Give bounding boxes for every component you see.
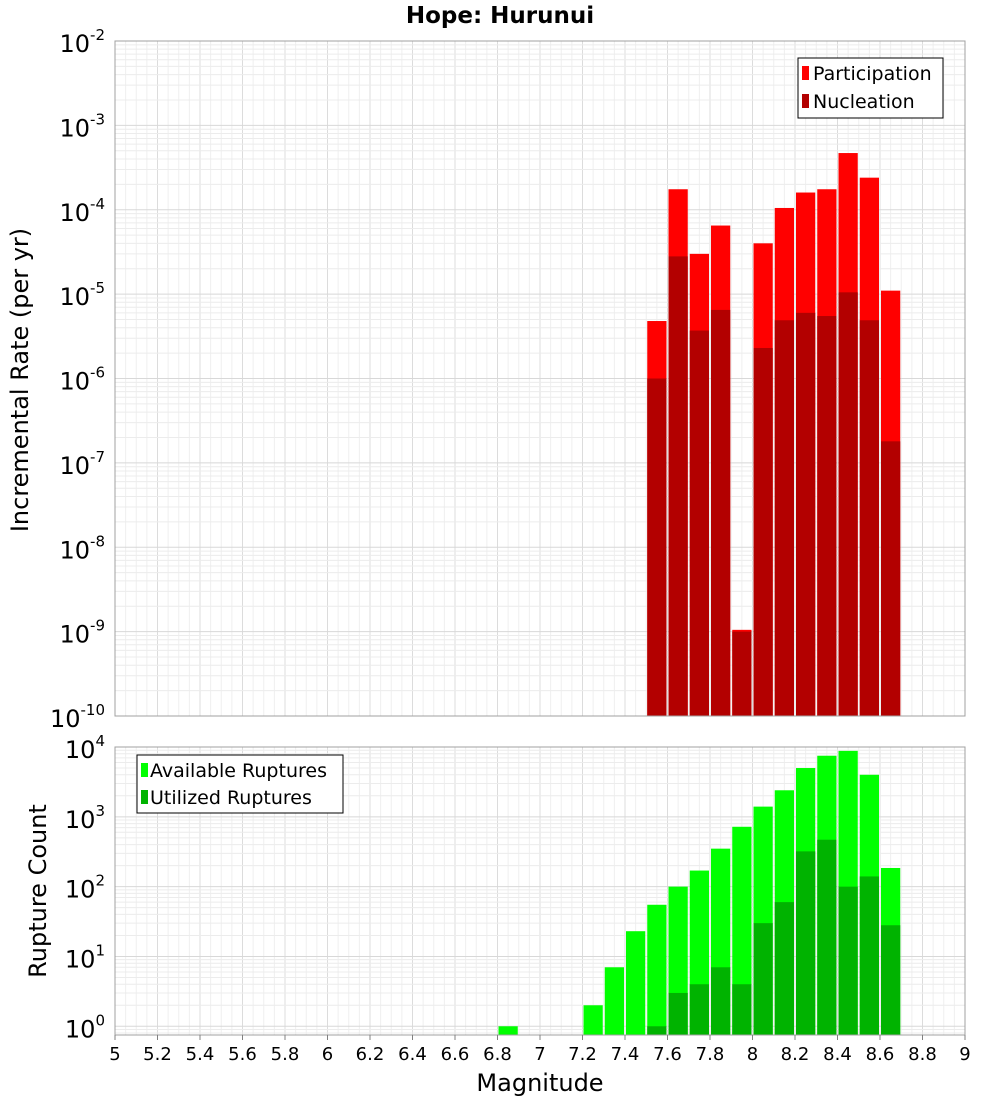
bar-available-ruptures: [583, 1005, 603, 1035]
x-tick-label: 6.6: [441, 1044, 470, 1065]
top-y-ticks: 10-10 10-9 10-8 10-7 10-6 10-5 10-4 10-3 10-2: [50, 26, 105, 733]
bar-utilized-ruptures: [859, 876, 879, 1035]
y-tick-label: 10-4: [59, 195, 105, 227]
bar-utilized-ruptures: [774, 902, 794, 1035]
y-tick-label: 100: [65, 1011, 105, 1043]
y-tick-label: 10-5: [59, 279, 105, 311]
y-tick-label: 104: [65, 732, 105, 764]
bar-nucleation: [668, 256, 688, 716]
bar-utilized-ruptures: [689, 984, 709, 1035]
x-tick-label: 5.2: [143, 1044, 172, 1065]
x-tick-label: 9: [959, 1044, 970, 1065]
x-tick-label: 8: [747, 1044, 758, 1065]
y-tick-label: 10-3: [59, 110, 105, 142]
x-tick-label: 7.2: [568, 1044, 597, 1065]
legend-utilized-swatch: [141, 790, 148, 804]
bar-nucleation: [838, 292, 858, 716]
bar-available-ruptures: [626, 931, 646, 1035]
bar-available-ruptures: [604, 967, 624, 1035]
bar-available-ruptures: [647, 904, 667, 1035]
y-tick-label: 10-10: [50, 701, 105, 733]
bar-utilized-ruptures: [881, 925, 901, 1035]
x-tick-label: 8.8: [908, 1044, 937, 1065]
y-tick-label: 103: [65, 802, 105, 834]
y-tick-label: 102: [65, 872, 105, 904]
bottom-panel: 100 101 102 103 104 5 5.2 5.4 5.6 5.8 6 6.2 6.4 6.6 6…: [24, 732, 971, 1097]
bottom-legend: Available Ruptures Utilized Ruptures: [136, 754, 344, 814]
top-legend: Participation Nucleation: [797, 57, 944, 119]
legend-available-label: Available Ruptures: [150, 760, 327, 782]
bar-available-ruptures: [498, 1026, 518, 1035]
x-tick-label: 6.2: [356, 1044, 385, 1065]
x-tick-label: 5.6: [228, 1044, 257, 1065]
bottom-y-axis-title: Rupture Count: [24, 804, 52, 978]
bar-nucleation: [859, 320, 879, 716]
y-tick-label: 10-7: [59, 448, 105, 480]
bottom-x-ticks: 5 5.2 5.4 5.6 5.8 6 6.2 6.4 6.6 6.8 7 7.2 7.4 7.6 7.8 8…: [109, 1035, 971, 1065]
x-tick-label: 7.4: [611, 1044, 640, 1065]
x-tick-label: 6.4: [398, 1044, 427, 1065]
bar-nucleation: [753, 347, 773, 716]
legend-participation-swatch: [802, 66, 809, 80]
bar-nucleation: [796, 312, 816, 716]
legend-utilized-label: Utilized Ruptures: [150, 787, 312, 809]
bar-utilized-ruptures: [732, 984, 752, 1035]
bar-utilized-ruptures: [647, 1026, 667, 1035]
legend-available-swatch: [141, 763, 148, 777]
top-grid: [114, 40, 966, 717]
y-tick-label: 10-6: [59, 364, 105, 396]
bar-nucleation: [647, 378, 667, 716]
legend-participation-label: Participation: [813, 63, 932, 85]
legend-nucleation-label: Nucleation: [813, 91, 915, 113]
bar-utilized-ruptures: [838, 886, 858, 1035]
legend-nucleation-swatch: [802, 94, 809, 108]
bar-utilized-ruptures: [711, 967, 731, 1035]
x-tick-label: 7.6: [653, 1044, 682, 1065]
top-bars: [647, 153, 901, 717]
x-tick-label: 6.8: [483, 1044, 512, 1065]
bar-utilized-ruptures: [817, 839, 837, 1035]
x-tick-label: 8.4: [823, 1044, 852, 1065]
bar-nucleation: [881, 441, 901, 716]
bar-utilized-ruptures: [796, 851, 816, 1035]
y-tick-label: 101: [65, 941, 105, 973]
y-tick-label: 10-2: [59, 26, 105, 58]
top-y-axis-title: Incremental Rate (per yr): [6, 228, 34, 532]
x-tick-label: 5: [109, 1044, 120, 1065]
x-axis-title: Magnitude: [476, 1069, 603, 1097]
y-tick-label: 10-8: [59, 532, 105, 564]
bar-nucleation: [689, 330, 709, 716]
top-panel: 10-10 10-9 10-8 10-7 10-6 10-5 10-4 10-3 10-2 In…: [6, 26, 966, 733]
bottom-bars: [498, 750, 901, 1035]
bar-available-ruptures: [732, 826, 752, 1035]
x-tick-label: 7.8: [696, 1044, 725, 1065]
y-tick-label: 10-9: [59, 617, 105, 649]
bar-nucleation: [817, 316, 837, 716]
bar-utilized-ruptures: [668, 992, 688, 1035]
x-tick-label: 5.4: [186, 1044, 215, 1065]
bar-nucleation: [711, 309, 731, 716]
x-tick-label: 8.2: [781, 1044, 810, 1065]
bar-nucleation: [774, 320, 794, 716]
top-plot-frame: [114, 40, 966, 717]
x-tick-label: 5.8: [271, 1044, 300, 1065]
x-tick-label: 8.6: [866, 1044, 895, 1065]
x-tick-label: 7: [534, 1044, 545, 1065]
bottom-y-ticks: 100 101 102 103 104: [65, 732, 105, 1043]
bar-utilized-ruptures: [753, 923, 773, 1035]
bar-nucleation: [732, 631, 752, 716]
chart-title: Hope: Hurunui: [406, 3, 594, 29]
x-tick-label: 6: [322, 1044, 333, 1065]
